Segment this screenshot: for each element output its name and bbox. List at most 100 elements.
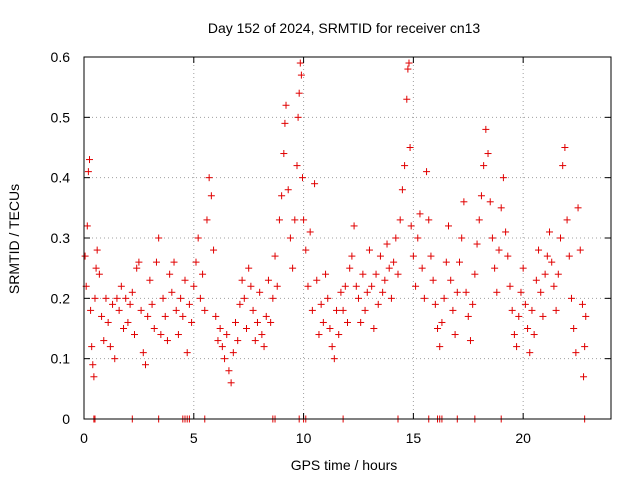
data-point bbox=[326, 325, 334, 332]
data-point bbox=[128, 288, 136, 296]
data-point bbox=[330, 355, 338, 363]
data-point bbox=[418, 264, 426, 272]
data-point bbox=[152, 258, 160, 266]
data-point bbox=[269, 294, 277, 302]
data-point bbox=[576, 246, 584, 254]
data-point bbox=[161, 312, 169, 320]
data-point bbox=[271, 252, 279, 260]
data-point bbox=[431, 300, 439, 308]
data-point bbox=[379, 288, 387, 296]
data-point bbox=[144, 312, 152, 320]
data-point bbox=[339, 306, 347, 314]
data-point bbox=[521, 300, 529, 308]
data-point bbox=[570, 325, 578, 332]
data-point bbox=[84, 168, 92, 176]
y-axis-label: SRMTID / TECUs bbox=[6, 184, 22, 294]
data-point bbox=[462, 288, 470, 296]
data-point bbox=[293, 162, 301, 170]
data-point bbox=[548, 258, 556, 266]
data-point bbox=[491, 264, 499, 272]
data-point bbox=[546, 228, 554, 236]
data-point bbox=[300, 216, 308, 224]
data-point bbox=[295, 89, 303, 97]
data-point bbox=[376, 252, 384, 260]
data-point bbox=[135, 258, 143, 266]
data-point bbox=[543, 252, 551, 260]
data-point bbox=[469, 300, 477, 308]
data-point bbox=[251, 337, 259, 345]
data-point bbox=[482, 125, 490, 133]
data-point bbox=[196, 294, 204, 302]
data-point bbox=[578, 300, 586, 308]
data-point bbox=[81, 252, 89, 260]
data-point bbox=[89, 361, 97, 369]
data-point bbox=[394, 270, 402, 278]
data-point bbox=[348, 252, 356, 260]
x-tick-label: 10 bbox=[296, 430, 312, 446]
data-point bbox=[427, 252, 435, 260]
data-point bbox=[455, 258, 463, 266]
data-point bbox=[113, 294, 121, 302]
data-point bbox=[148, 300, 156, 308]
data-point bbox=[122, 294, 130, 302]
data-point bbox=[223, 331, 231, 339]
data-point bbox=[477, 192, 485, 200]
data-point bbox=[574, 204, 582, 212]
data-point bbox=[458, 234, 466, 242]
x-tick-label: 0 bbox=[80, 430, 88, 446]
data-point bbox=[451, 331, 459, 339]
data-point bbox=[464, 312, 472, 320]
data-point bbox=[192, 258, 200, 266]
data-point bbox=[412, 282, 420, 290]
data-point bbox=[170, 258, 178, 266]
data-point bbox=[488, 234, 496, 242]
data-point bbox=[115, 306, 123, 314]
data-point bbox=[185, 300, 193, 308]
data-point bbox=[174, 331, 182, 339]
data-points bbox=[81, 59, 590, 423]
data-point bbox=[207, 192, 215, 200]
data-point bbox=[267, 318, 275, 326]
data-point bbox=[440, 294, 448, 302]
data-point bbox=[234, 337, 242, 345]
data-point bbox=[177, 294, 185, 302]
data-point bbox=[493, 288, 501, 296]
data-point bbox=[499, 174, 507, 182]
data-point bbox=[146, 276, 154, 284]
data-point bbox=[328, 343, 336, 351]
data-point bbox=[324, 294, 332, 302]
data-point bbox=[311, 180, 319, 188]
data-point bbox=[475, 216, 483, 224]
data-point bbox=[280, 150, 288, 158]
data-point bbox=[91, 294, 99, 302]
data-point bbox=[409, 252, 417, 260]
data-point bbox=[117, 282, 125, 290]
data-point bbox=[532, 276, 540, 284]
y-tick-label: 0.2 bbox=[51, 290, 71, 306]
data-point bbox=[381, 276, 389, 284]
data-point bbox=[567, 294, 575, 302]
data-point bbox=[317, 300, 325, 308]
data-point bbox=[232, 318, 240, 326]
data-point bbox=[322, 270, 330, 278]
data-point bbox=[188, 318, 196, 326]
y-tick-label: 0.1 bbox=[51, 351, 71, 367]
x-tick-label: 20 bbox=[515, 430, 531, 446]
data-point bbox=[506, 282, 514, 290]
data-point bbox=[83, 222, 91, 230]
data-point bbox=[315, 331, 323, 339]
data-point bbox=[447, 276, 455, 284]
data-point bbox=[194, 234, 202, 242]
data-point bbox=[445, 222, 453, 230]
data-point bbox=[111, 355, 119, 363]
data-point bbox=[247, 282, 255, 290]
data-point bbox=[337, 288, 345, 296]
data-point bbox=[442, 258, 450, 266]
data-point bbox=[150, 325, 158, 332]
data-point bbox=[245, 264, 253, 272]
data-point bbox=[471, 270, 479, 278]
plot-frame bbox=[83, 56, 612, 420]
data-point bbox=[429, 276, 437, 284]
data-point bbox=[157, 331, 165, 339]
